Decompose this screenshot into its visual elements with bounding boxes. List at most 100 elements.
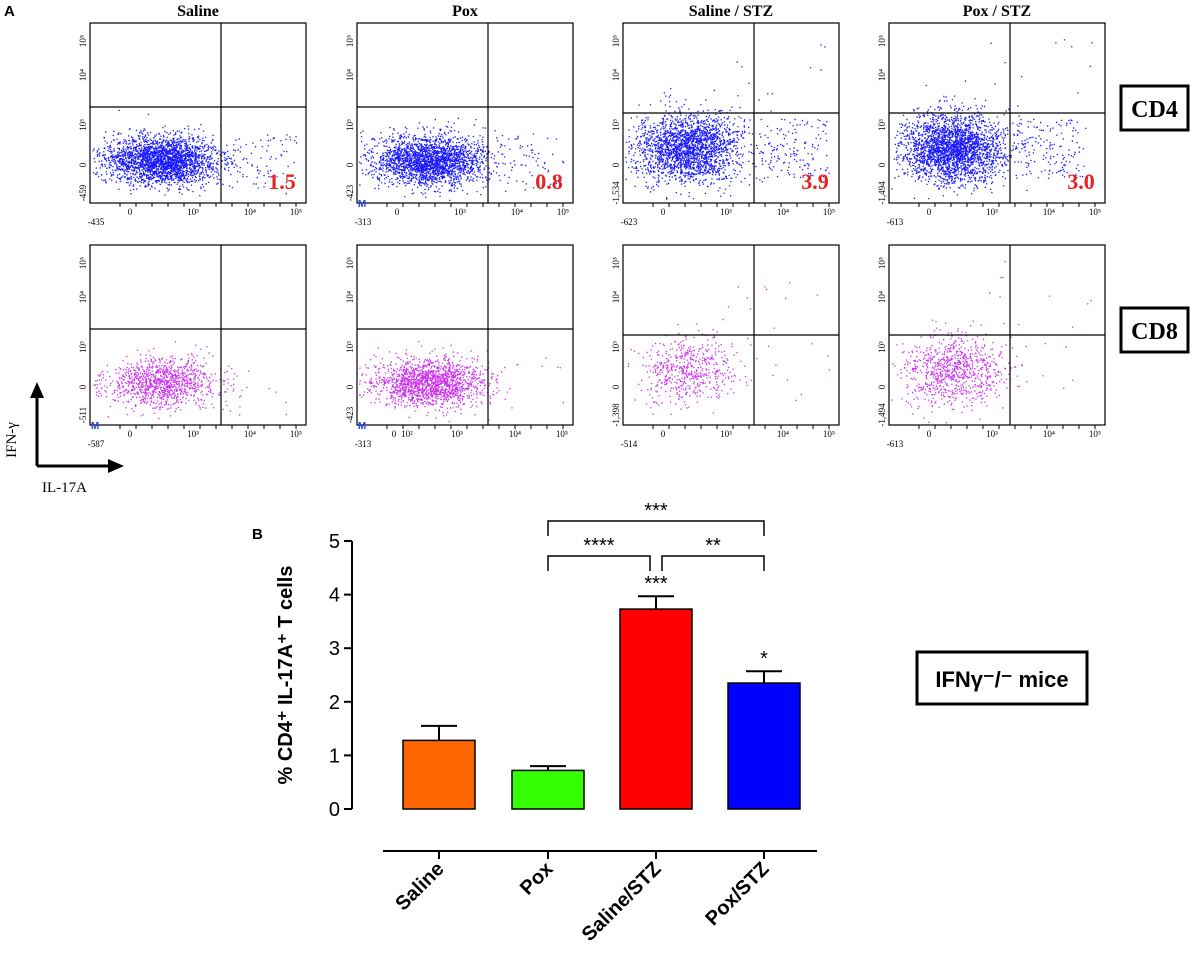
x-tick-label: 10³ <box>986 429 998 439</box>
bar-significance: *** <box>644 573 668 595</box>
y-axis-label: % CD4⁺ IL-17A⁺ T cells <box>275 566 297 785</box>
y-tick-label: 10³ <box>611 119 621 131</box>
x-tick-label: 10⁴ <box>509 429 521 439</box>
x-tick-label: 10⁵ <box>823 207 835 217</box>
flow-plot: 10⁵ 10⁴ 10³ 0 -1,534 0 10³ 10⁴ 10⁵ -623 3.9 <box>611 22 840 227</box>
y-tick-label: 10³ <box>877 119 887 131</box>
y-tick-label: 0 <box>78 384 88 389</box>
x-min-label: -313 <box>355 439 372 449</box>
bar <box>619 608 693 810</box>
x-tick-label: 10³ <box>187 429 199 439</box>
panel-b-label: B <box>252 526 263 543</box>
comparison-bracket <box>547 555 651 571</box>
flow-plot: 10⁵ 10⁴ 10³ 0 -423 0 10² 10³ 10⁴ 10⁵ -313 M <box>345 244 574 449</box>
y-tick-label: 0 <box>345 384 355 389</box>
x-tick-label: 0 <box>927 429 932 439</box>
x-tick-label: Pox <box>516 858 557 899</box>
row-label: CD4 <box>1131 97 1178 123</box>
ifn-gamma-axis-label: IFN-γ <box>4 422 20 458</box>
il17a-axis-label: IL-17A <box>42 480 87 496</box>
ifng-mice-label: IFNγ⁻/⁻ mice <box>935 667 1068 692</box>
y-tick-label: 10⁴ <box>78 69 88 81</box>
x-tick-label: 0 <box>661 207 666 217</box>
comparison-label: ** <box>705 535 721 557</box>
column-title: Pox / STZ <box>963 3 1031 20</box>
gate-marker: M <box>358 199 366 210</box>
column-title: Saline / STZ <box>689 3 773 20</box>
y-tick-label: 10⁵ <box>611 35 621 47</box>
x-tick-label: Saline/STZ <box>578 858 666 946</box>
event-dots <box>92 109 298 197</box>
flow-plot: 10⁵ 10⁴ 10³ 0 -459 0 10³ 10⁴ 10⁵ -435 1.5 <box>78 22 307 227</box>
x-tick-label: 10² <box>401 429 413 439</box>
panel-a-label: A <box>4 3 15 20</box>
y-tick-label: 10⁴ <box>877 291 887 303</box>
x-tick-label: 10⁴ <box>777 207 789 217</box>
x-tick-label: 10⁵ <box>290 207 302 217</box>
y-tick-label: 4 <box>329 585 340 607</box>
event-dots <box>625 44 830 200</box>
x-tick-label: 10³ <box>187 207 199 217</box>
gate-marker: M <box>91 421 99 432</box>
y-tick-label: 2 <box>329 692 340 714</box>
x-min-label: -313 <box>355 217 372 227</box>
y-tick-label: 10⁵ <box>877 257 887 269</box>
comparison-bracket <box>547 520 765 536</box>
y-min-label: -1,494 <box>877 403 887 427</box>
x-tick-label: 10³ <box>986 207 998 217</box>
x-min-label: -613 <box>887 439 904 449</box>
x-min-label: -623 <box>621 217 638 227</box>
y-tick-label: 0 <box>611 384 621 389</box>
comparison-label: *** <box>644 500 668 522</box>
quadrant-percent: 1.5 <box>268 169 296 194</box>
x-tick-label: 10³ <box>720 207 732 217</box>
y-tick-label: 0 <box>877 162 887 167</box>
y-min-label: -459 <box>78 184 88 201</box>
x-tick-label: 10⁵ <box>823 429 835 439</box>
y-min-label: -1,534 <box>611 181 621 205</box>
flow-plot: 10⁵ 10⁴ 10³ 0 -1,398 0 10³ 10⁴ 10⁵ -514 <box>611 244 840 449</box>
y-tick-label: 10⁵ <box>345 257 355 269</box>
y-tick-label: 1 <box>329 745 340 767</box>
x-tick-label: 10⁵ <box>557 207 569 217</box>
flow-plot: 10⁵ 10⁴ 10³ 0 -1,494 0 10³ 10⁴ 10⁵ -613 <box>877 244 1106 449</box>
y-tick-label: 10⁴ <box>345 291 355 303</box>
x-tick-label: 10³ <box>454 207 466 217</box>
quadrant-percent: 0.8 <box>535 169 563 194</box>
y-tick-label: 0 <box>345 162 355 167</box>
y-tick-label: 10³ <box>345 119 355 131</box>
x-tick-label: 10⁴ <box>244 429 256 439</box>
column-title: Pox <box>452 3 478 20</box>
x-min-label: -587 <box>88 439 105 449</box>
y-tick-label: 0 <box>877 384 887 389</box>
quadrant-percent: 3.0 <box>1067 169 1095 194</box>
flow-cytometry-grid: Saline Pox Saline / STZ Pox / STZ 10⁵ 10⁴ 10³ 0… <box>78 3 1190 449</box>
y-tick-label: 10⁵ <box>345 35 355 47</box>
x-tick-label: 0 <box>927 207 932 217</box>
bar <box>727 682 801 810</box>
x-tick-label: Pox/STZ <box>701 858 773 930</box>
comparison-label: **** <box>583 535 614 557</box>
event-dots <box>93 341 287 420</box>
x-tick-label: 10³ <box>720 429 732 439</box>
y-tick-label: 10⁴ <box>611 291 621 303</box>
event-dots <box>359 117 565 201</box>
ifng-mice-box: IFNγ⁻/⁻ mice <box>915 650 1089 706</box>
y-tick-label: 10⁵ <box>78 257 88 269</box>
y-min-label: -423 <box>345 184 355 201</box>
bar-significance: * <box>760 648 768 670</box>
column-title: Saline <box>177 3 219 20</box>
y-min-label: -511 <box>78 407 88 423</box>
x-tick-label: 10³ <box>451 429 463 439</box>
y-tick-label: 10⁵ <box>611 257 621 269</box>
x-tick-label: 10⁵ <box>556 429 568 439</box>
y-min-label: -1,398 <box>611 403 621 427</box>
y-tick-label: 10³ <box>345 341 355 353</box>
x-min-label: -514 <box>621 439 638 449</box>
x-tick-label: 10⁴ <box>1043 207 1055 217</box>
x-tick-label: 10⁵ <box>290 429 302 439</box>
y-tick-label: 10⁴ <box>78 291 88 303</box>
event-dots <box>891 39 1093 200</box>
x-tick-label: 10⁴ <box>511 207 523 217</box>
y-tick-label: 10³ <box>78 119 88 131</box>
